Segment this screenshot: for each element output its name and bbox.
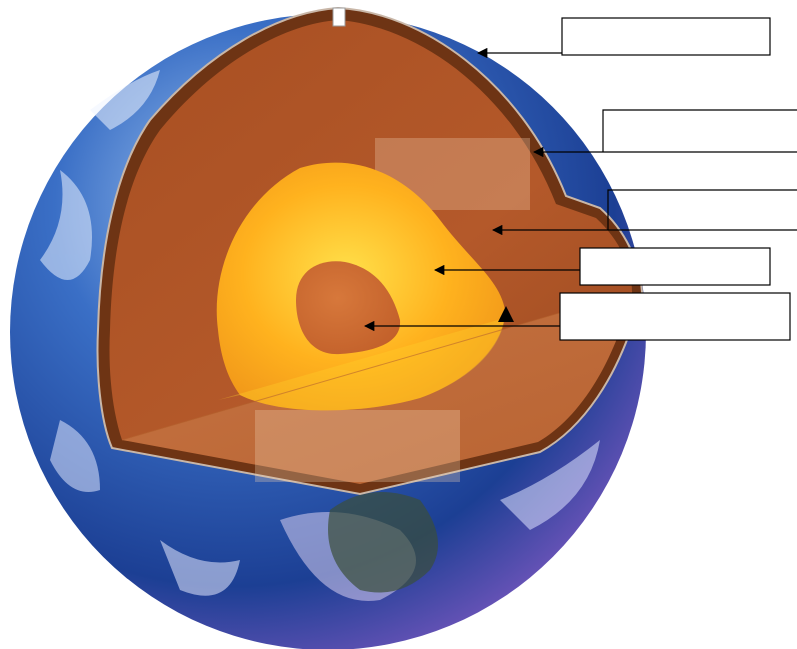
label-box <box>579 247 771 286</box>
landmass <box>328 492 438 593</box>
cut-line <box>121 291 633 441</box>
label-box <box>607 189 797 230</box>
pointer-arrowhead <box>498 306 514 322</box>
marker-box <box>332 7 346 27</box>
label-box <box>602 109 797 152</box>
label-box <box>559 292 791 341</box>
label-box <box>561 17 771 56</box>
core-face <box>218 318 505 411</box>
highlight <box>255 410 460 482</box>
